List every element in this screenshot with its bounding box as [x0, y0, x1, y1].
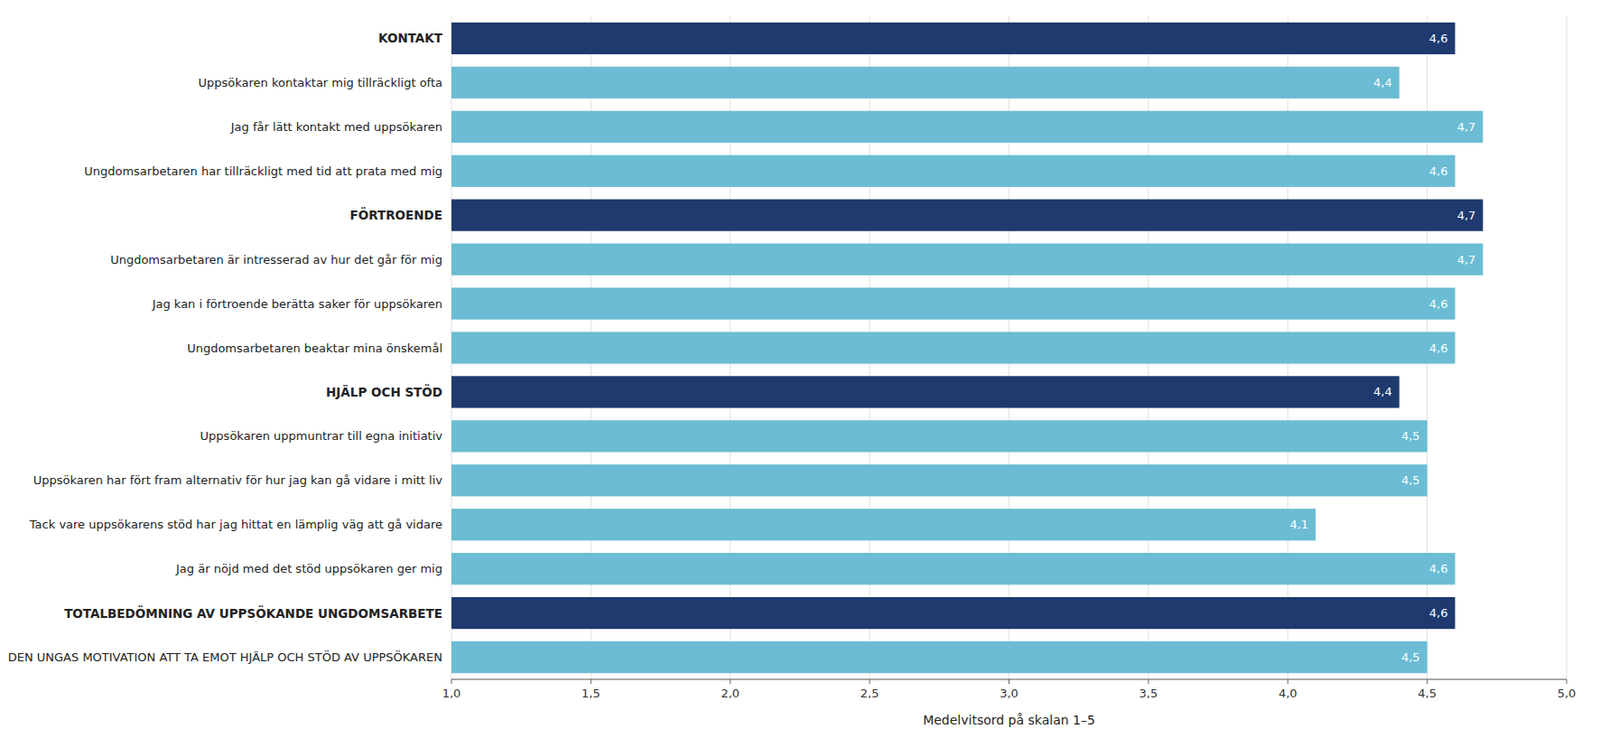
- x-axis-label: Medelvitsord på skalan 1–5: [922, 712, 1096, 727]
- tick-mark: [1008, 679, 1010, 684]
- bar: [451, 243, 1483, 276]
- tick-mark: [1147, 679, 1149, 684]
- category-label: Tack vare uppsökarens stöd har jag hitta…: [28, 517, 443, 531]
- grid: [451, 16, 1567, 680]
- x-axis-line: [451, 679, 1567, 680]
- category-label: Jag får lätt kontakt med uppsökaren: [230, 120, 443, 134]
- data-label: 4,6: [1429, 561, 1449, 576]
- data-label: 4,4: [1373, 75, 1393, 90]
- data-label: 4,7: [1457, 252, 1477, 267]
- bar: [451, 641, 1428, 673]
- data-label: 4,7: [1457, 120, 1477, 134]
- tick-label: 2,0: [720, 686, 740, 700]
- tick-mark: [1566, 679, 1568, 684]
- category-label: Ungdomsarbetaren är intresserad av hur d…: [110, 252, 443, 267]
- x-ticks: 1,0 1,5 2,0 2,5 3,0 3,5 4,0 4,5 5,0: [442, 679, 1577, 700]
- tick-mark: [1287, 679, 1289, 684]
- data-label: 4,7: [1457, 208, 1477, 223]
- tick-label: 4,5: [1417, 686, 1437, 700]
- category-label: Ungdomsarbetaren beaktar mina önskemål: [186, 341, 443, 355]
- bars: [451, 22, 1483, 673]
- category-label: Uppsökaren har fört fram alternativ för …: [33, 473, 444, 487]
- data-label: 4,6: [1429, 605, 1449, 620]
- chart: 1,01,52,02,53,03,54,04,55,04,54,64,64,14…: [0, 0, 1600, 748]
- data-labels: 4,5 4,6 4,6 4,1 4,5 4,5 4,4 4,6 4,6 4,7 4,7 4,6 4,7 4…: [1289, 31, 1476, 664]
- category-label: Jag är nöjd med det stöd uppsökaren ger …: [175, 561, 443, 576]
- tick-label: 1,0: [442, 686, 462, 700]
- tick-label: 5,0: [1557, 686, 1577, 700]
- grid-line: [1566, 16, 1568, 680]
- bar: [451, 331, 1456, 363]
- category-label: KONTAKT: [378, 30, 444, 46]
- bar: [451, 596, 1456, 629]
- bar: [451, 464, 1428, 496]
- bar: [451, 155, 1456, 187]
- category-label: Uppsökaren kontaktar mig tillräckligt of…: [198, 75, 443, 90]
- tick-label: 4,0: [1278, 686, 1298, 700]
- tick-mark: [1426, 679, 1428, 684]
- data-label: 4,6: [1429, 297, 1449, 311]
- tick-mark: [729, 679, 731, 684]
- data-label: 4,5: [1401, 650, 1421, 664]
- category-label: HJÄLP OCH STÖD: [325, 383, 443, 400]
- bar: [451, 111, 1483, 143]
- data-label: 4,1: [1289, 517, 1309, 531]
- bar: [451, 287, 1456, 319]
- category-label: Jag kan i förtroende berätta saker för u…: [151, 297, 443, 311]
- tick-mark: [869, 679, 871, 684]
- data-label: 4,5: [1401, 473, 1421, 487]
- bar: [451, 508, 1316, 540]
- tick-label: 3,0: [999, 686, 1019, 700]
- data-label: 4,5: [1401, 428, 1421, 443]
- category-label: Uppsökaren uppmuntrar till egna initiati…: [200, 428, 444, 443]
- category-label: FÖRTROENDE: [349, 206, 443, 223]
- tick-label: 2,5: [860, 686, 880, 700]
- category-label: TOTALBEDÖMNING AV UPPSÖKANDE UNGDOMSARBE…: [64, 604, 443, 621]
- bar: [451, 552, 1456, 585]
- bar: [451, 22, 1456, 55]
- bar: [451, 199, 1483, 232]
- bar: [451, 66, 1400, 99]
- data-label: 4,6: [1429, 164, 1449, 178]
- tick-label: 3,5: [1139, 686, 1159, 700]
- data-label: 4,4: [1373, 384, 1393, 399]
- tick-mark: [590, 679, 592, 684]
- bar: [451, 419, 1428, 452]
- bar: [451, 375, 1400, 408]
- category-label: Ungdomsarbetaren har tillräckligt med ti…: [83, 164, 443, 178]
- data-label: 4,6: [1429, 31, 1449, 46]
- tick-mark: [451, 679, 453, 684]
- category-label: DEN UNGAS MOTIVATION ATT TA EMOT HJÄLP O…: [8, 649, 443, 664]
- y-labels: DEN UNGAS MOTIVATION ATT TA EMOT HJÄLP O…: [8, 30, 444, 664]
- tick-label: 1,5: [581, 686, 601, 700]
- data-label: 4,6: [1429, 341, 1449, 355]
